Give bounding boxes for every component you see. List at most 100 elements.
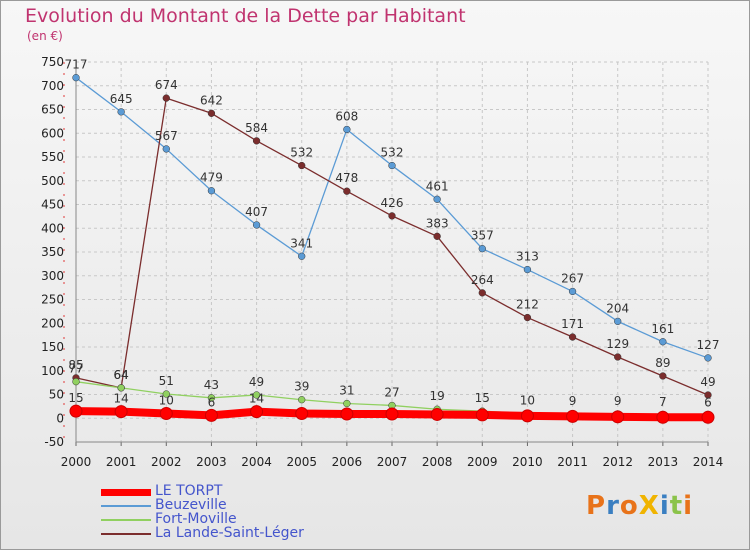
data-label: 313: [516, 250, 539, 264]
y-tick-label: -50: [44, 435, 64, 449]
x-tick-label: 2001: [106, 455, 137, 469]
data-label: 14: [114, 392, 129, 406]
y-tick-label: 400: [41, 221, 64, 235]
y-tick-label: 500: [41, 174, 64, 188]
y-tick-label: 250: [41, 293, 64, 307]
data-point: [162, 94, 170, 102]
data-label: 9: [614, 394, 622, 408]
logo-letter: P: [586, 491, 607, 521]
x-tick-label: 2003: [196, 455, 227, 469]
data-label: 77: [68, 362, 83, 376]
y-tick-label: 50: [49, 388, 64, 402]
data-label: 85: [68, 358, 83, 372]
data-label: 6: [208, 395, 216, 409]
y-tick-label: 750: [41, 55, 64, 69]
data-label: 461: [426, 179, 449, 193]
data-point: [340, 407, 354, 421]
data-label: 357: [471, 229, 494, 243]
data-point: [343, 399, 351, 408]
data-label: 264: [471, 273, 494, 287]
x-tick-label: 2009: [467, 455, 498, 469]
y-tick-label: 100: [41, 364, 64, 378]
data-point: [298, 252, 306, 260]
data-label: 27: [384, 385, 399, 399]
data-point: [568, 287, 577, 296]
data-label: 608: [335, 109, 358, 123]
data-label: 204: [606, 301, 629, 315]
legend-label: Beuzeville: [155, 497, 227, 513]
data-point: [252, 221, 261, 229]
unit-label: (en €): [27, 29, 63, 43]
data-point: [298, 161, 306, 170]
data-label: 674: [155, 78, 178, 92]
legend-label: La Lande-Saint-Léger: [155, 525, 304, 541]
legend-swatch-la-lande-saint-leger: [101, 533, 151, 535]
data-point: [614, 353, 622, 361]
x-tick-label: 2004: [241, 455, 272, 469]
data-point: [72, 74, 80, 82]
data-point: [117, 108, 125, 116]
data-label: 64: [114, 368, 129, 382]
data-point: [162, 390, 170, 398]
legend-swatch-fort-moville: [101, 519, 151, 521]
grid-lines: [63, 61, 709, 446]
data-point: [298, 396, 306, 404]
x-tick-label: 2008: [422, 455, 453, 469]
data-label: 6: [704, 395, 712, 409]
y-tick-label: 650: [41, 103, 64, 117]
data-point: [568, 333, 577, 341]
data-point: [343, 125, 351, 134]
logo-letter: r: [606, 491, 620, 521]
data-point: [72, 378, 80, 386]
series-points: [69, 74, 715, 424]
data-label: 532: [381, 146, 404, 160]
x-tick-label: 2002: [151, 455, 182, 469]
data-label: 15: [68, 391, 83, 405]
x-tick-label: 2014: [693, 455, 724, 469]
data-label: 161: [651, 322, 674, 336]
data-label: 15: [475, 391, 490, 405]
data-point: [433, 232, 441, 240]
data-label: 7: [659, 395, 667, 409]
data-label: 89: [655, 356, 670, 370]
data-label: 171: [561, 317, 584, 331]
proxiti-logo: ProXiti: [586, 491, 693, 521]
data-label: 19: [430, 389, 445, 403]
data-point: [250, 405, 264, 419]
data-label: 341: [290, 236, 313, 250]
data-point: [252, 137, 261, 145]
data-point: [204, 408, 218, 422]
data-label: 129: [606, 337, 629, 351]
data-label: 478: [335, 171, 358, 185]
x-tick-label: 2010: [512, 455, 543, 469]
data-point: [159, 407, 173, 420]
x-tick-label: 2006: [332, 455, 363, 469]
y-tick-label: 450: [41, 198, 64, 212]
data-point: [430, 407, 444, 421]
x-tick-label: 2000: [61, 455, 92, 469]
data-point: [478, 289, 486, 297]
data-label: 532: [290, 146, 313, 160]
data-label: 64: [114, 368, 129, 382]
data-point: [388, 212, 396, 220]
data-point: [475, 408, 489, 422]
x-tick-label: 2007: [377, 455, 408, 469]
data-labels: 717 645 567 479 407 341 608 532 461 357 313 267 204 1…: [65, 58, 720, 410]
data-point: [656, 410, 670, 424]
data-label: 14: [249, 392, 264, 406]
data-point: [207, 394, 216, 402]
legend-label: LE TORPT: [155, 483, 223, 499]
data-point: [207, 109, 216, 117]
data-label: 49: [700, 375, 715, 389]
data-label: 39: [294, 380, 309, 394]
data-label: 43: [204, 378, 219, 392]
data-label: 717: [65, 58, 88, 72]
logo-letter: i: [683, 491, 694, 521]
data-label: 383: [426, 216, 449, 230]
data-point: [614, 317, 622, 326]
legend-swatch-beuzeville: [101, 505, 151, 507]
data-point: [659, 338, 667, 346]
y-tick-label: 700: [41, 79, 64, 93]
y-tick-label: 150: [41, 340, 64, 354]
